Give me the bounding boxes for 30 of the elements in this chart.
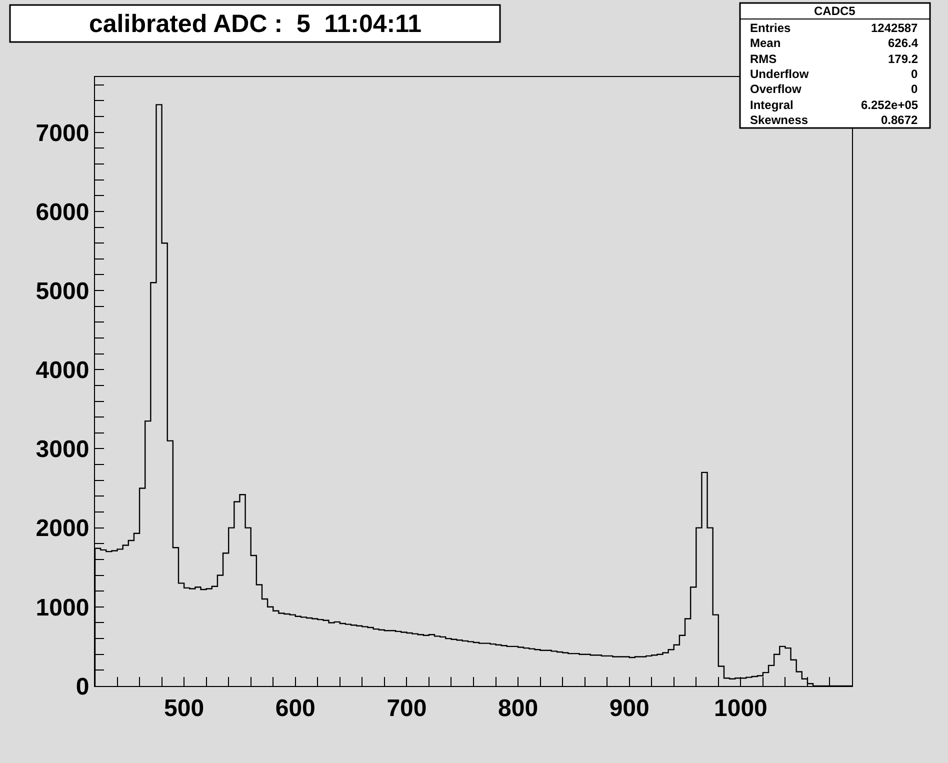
text: RMS [750,52,777,66]
x-tick-label: 800 [498,694,538,722]
annotation: Integral [750,98,794,112]
y-tick-label: 5000 [36,278,90,305]
x-tick-label: 500 [164,694,204,722]
y-tick-label: 3000 [36,436,90,464]
y-tick-label: 7000 [36,120,90,147]
chart-title: calibrated ADC : 5 11:04:11 [89,10,422,38]
y-tick-label: 0 [76,673,90,700]
annotation: Overflow [750,82,802,96]
y-tick-label: 1000 [36,594,90,622]
y-tick-label: 6000 [36,198,90,226]
text: 179.2 [888,52,918,66]
text: Mean [750,36,781,50]
text: CADC5 [814,4,856,18]
annotation: Underflow [750,67,810,81]
text: 1242587 [871,21,918,35]
text: 0.8672 [881,113,918,127]
y-tick-label: 2000 [36,515,90,542]
text: 0 [911,67,918,81]
text: Entries [750,21,792,35]
x-tick-label: 600 [275,694,316,722]
x-tick-label: 900 [609,694,650,722]
x-tick-label: 700 [386,694,427,722]
x-tick-label: 1000 [714,694,768,722]
annotation: Skewness [750,113,808,127]
y-tick-label: 4000 [36,357,90,384]
text: 626.4 [888,36,918,50]
text: 6.252e+05 [861,98,918,112]
text: 0 [911,82,918,96]
